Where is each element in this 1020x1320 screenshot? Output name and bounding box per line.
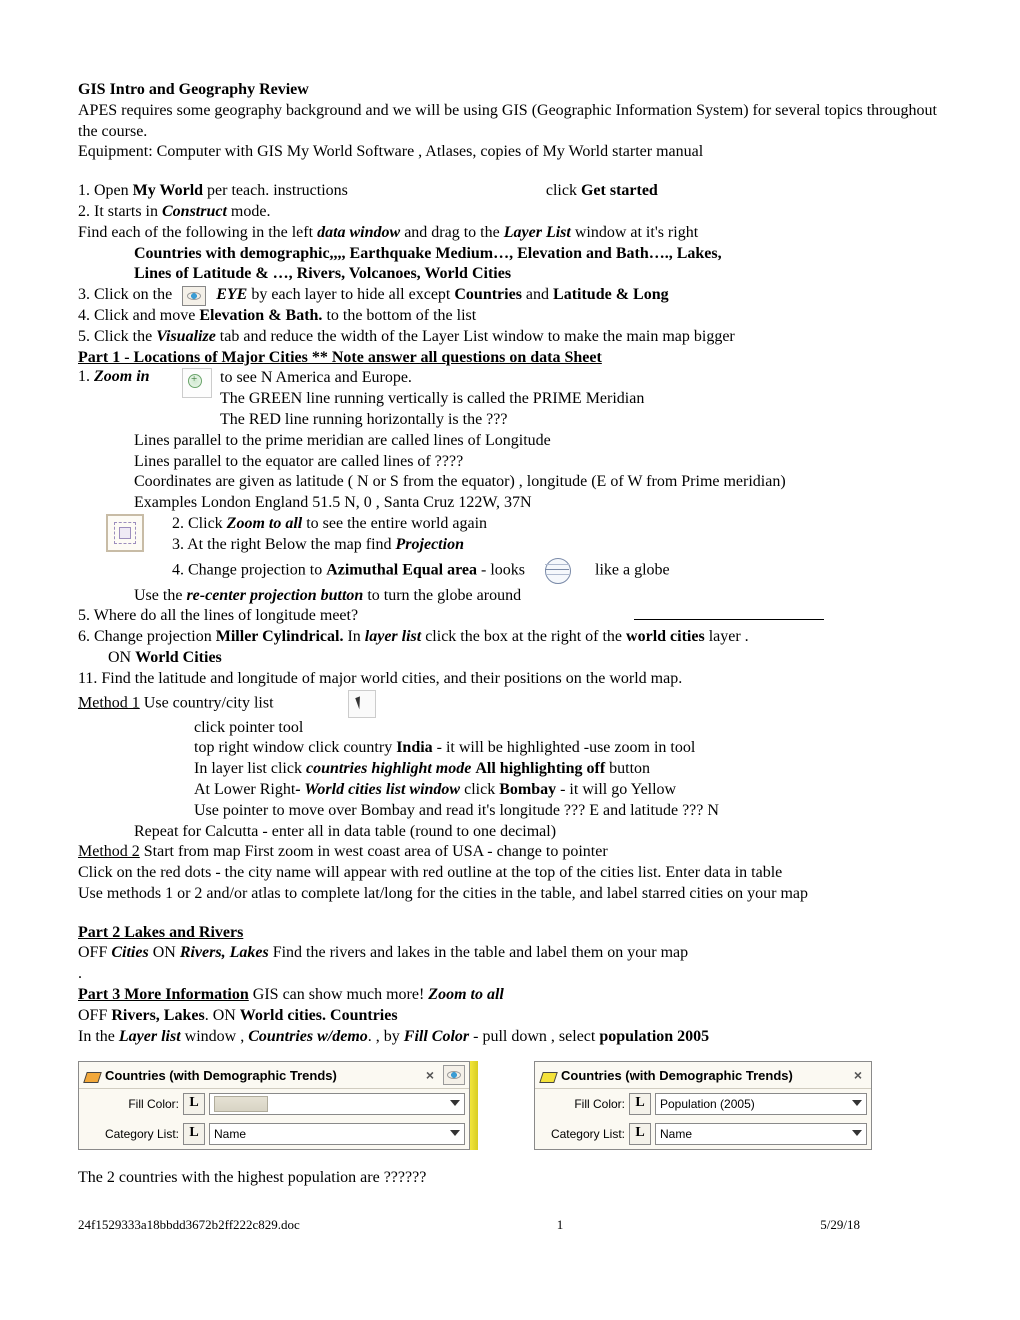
layer-panels: Countries (with Demographic Trends) × Fi… [78,1061,950,1150]
answer-blank [634,619,824,620]
polygon-icon [83,1067,101,1083]
panel-title-right: Countries (with Demographic Trends) [561,1068,793,1083]
longitude-line: Lines parallel to the prime meridian are… [78,431,950,452]
eye-icon [182,286,206,306]
category-row-right: Category List: L Name [535,1119,871,1149]
l-button[interactable]: L [629,1123,651,1145]
selection-bar [470,1061,478,1150]
category-dropdown-right[interactable]: Name [655,1123,867,1145]
panel-header-left: Countries (with Demographic Trends) × [79,1062,469,1089]
category-label: Category List: [83,1127,183,1141]
polygon-icon [539,1067,557,1083]
eye-toggle-icon[interactable] [443,1065,465,1085]
method-2: Method 2 Start from map First zoom in we… [78,842,950,863]
part-3-off: OFF Rivers, Lakes. ON World cities. Coun… [78,1006,950,1027]
m1-highlight: In layer list click countries highlight … [78,759,950,780]
globe-icon [543,556,573,586]
panel-title-left: Countries (with Demographic Trends) [105,1068,337,1083]
footer-date: 5/29/18 [820,1217,860,1233]
part-2-heading: Part 2 Lakes and Rivers [78,923,950,944]
category-row-left: Category List: L Name [79,1119,469,1149]
fill-color-label: Fill Color: [539,1097,629,1111]
fill-color-row-left: Fill Color: L [79,1089,469,1119]
fill-color-dropdown-right[interactable]: Population (2005) [655,1093,867,1115]
step-1: 1. Open My World per teach. instructions… [78,181,950,202]
question-population: The 2 countries with the highest populat… [78,1168,950,1189]
panel-header-right: Countries (with Demographic Trends) × [535,1062,871,1089]
page-footer: 24f1529333a18bbdd3672b2ff222c829.doc 1 5… [78,1217,950,1233]
part-3-layer: In the Layer list window , Countries w/d… [78,1027,950,1048]
zoomall-row: 2. Click Zoom to all to see the entire w… [78,514,950,586]
intro-2: Equipment: Computer with GIS My World So… [78,142,950,163]
chevron-down-icon [852,1130,862,1136]
zoomall-3: 3. At the right Below the map find Proje… [172,535,950,556]
step-3: 3. Click on the EYE by each layer to hid… [78,285,950,306]
zoom-row: 1. Zoom in to see N America and Europe. … [78,368,950,430]
layer-panel-right: Countries (with Demographic Trends) × Fi… [534,1061,872,1150]
method-1: Method 1 Use country/city list [78,690,950,718]
m1-pointer: click pointer tool [78,718,950,739]
zoomall-4: 4. Change projection to Azimuthal Equal … [172,556,950,586]
zoom-text-2: The GREEN line running vertically is cal… [220,389,950,410]
m1-repeat: Repeat for Calcutta - enter all in data … [78,822,950,843]
pointer-icon [348,690,376,718]
zoom-to-all-icon [106,514,144,552]
l-button[interactable]: L [183,1093,205,1115]
recenter-line: Use the re-center projection button to t… [78,586,950,607]
dropdown-value: Name [214,1127,246,1141]
footer-page: 1 [557,1217,564,1233]
m1-india: top right window click country India - i… [78,738,950,759]
layer-list-1: Countries with demographic,,,, Earthquak… [78,244,950,265]
step-5-meet: 5. Where do all the lines of longitude m… [78,606,950,627]
chevron-down-icon [450,1100,460,1106]
on-cities: ON World Cities [78,648,950,669]
intro-1: APES requires some geography background … [78,101,950,143]
zoom-text-3: The RED line running horizontally is the… [220,410,950,431]
layer-panel-left: Countries (with Demographic Trends) × Fi… [78,1061,470,1150]
part-2-body: OFF Cities ON Rivers, Lakes Find the riv… [78,943,950,964]
fill-color-label: Fill Color: [83,1097,183,1111]
zoom-text-1: to see N America and Europe. [220,368,950,389]
category-dropdown-left[interactable]: Name [209,1123,465,1145]
step-11: 11. Find the latitude and longitude of m… [78,669,950,690]
l-button[interactable]: L [629,1093,651,1115]
part-1-heading: Part 1 - Locations of Major Cities ** No… [78,348,950,369]
equator-line: Lines parallel to the equator are called… [78,452,950,473]
dropdown-value: Name [660,1127,692,1141]
step-2-find: Find each of the following in the left d… [78,223,950,244]
step-2: 2. It starts in Construct mode. [78,202,950,223]
category-label: Category List: [539,1127,629,1141]
close-icon[interactable]: × [421,1067,439,1083]
footer-file: 24f1529333a18bbdd3672b2ff222c829.doc [78,1217,300,1233]
step-6-proj: 6. Change projection Miller Cylindrical.… [78,627,950,648]
fill-color-dropdown-left[interactable] [209,1093,465,1115]
chevron-down-icon [450,1130,460,1136]
dot-line: . [78,964,950,985]
l-button[interactable]: L [183,1123,205,1145]
dropdown-value: Population (2005) [660,1097,755,1111]
m2-use: Use methods 1 or 2 and/or atlas to compl… [78,884,950,905]
page-title: GIS Intro and Geography Review [78,80,950,101]
close-icon[interactable]: × [849,1067,867,1083]
zoom-in-icon [182,368,212,398]
fill-color-row-right: Fill Color: L Population (2005) [535,1089,871,1119]
part-3-heading: Part 3 More Information GIS can show muc… [78,985,950,1006]
swatch-icon [214,1096,268,1112]
m2-click: Click on the red dots - the city name wi… [78,863,950,884]
zoomall-2: 2. Click Zoom to all to see the entire w… [172,514,950,535]
examples-line: Examples London England 51.5 N, 0 , Sant… [78,493,950,514]
step-4: 4. Click and move Elevation & Bath. to t… [78,306,950,327]
chevron-down-icon [852,1100,862,1106]
m1-longitude: Use pointer to move over Bombay and read… [78,801,950,822]
step-5: 5. Click the Visualize tab and reduce th… [78,327,950,348]
coords-line: Coordinates are given as latitude ( N or… [78,472,950,493]
layer-list-2: Lines of Latitude & …, Rivers, Volcanoes… [78,264,950,285]
m1-bombay: At Lower Right- World cities list window… [78,780,950,801]
